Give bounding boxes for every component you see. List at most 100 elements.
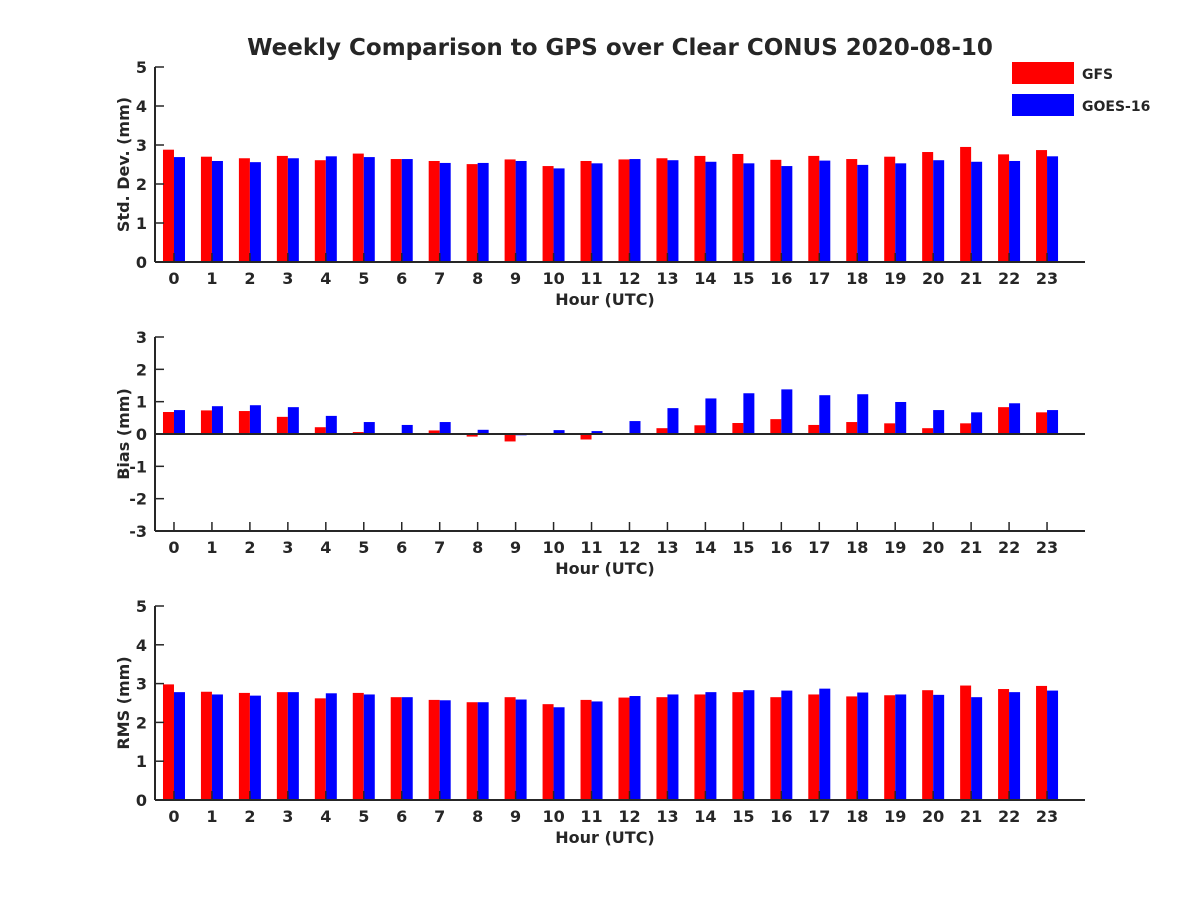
y-axis-label: Bias (mm): [114, 388, 133, 480]
bar-gfs-22: [998, 689, 1010, 800]
bar-gfs-8: [466, 164, 478, 262]
bar-goes-16-3: [287, 158, 299, 262]
y-tick-label: 3: [136, 328, 147, 347]
x-tick-label: 13: [656, 538, 678, 557]
bar-gfs-9: [504, 159, 516, 262]
x-axis-label: Hour (UTC): [555, 290, 655, 309]
bar-gfs-11: [580, 160, 592, 262]
x-tick-label: 21: [960, 807, 982, 826]
bar-goes-16-18: [857, 394, 869, 434]
x-tick-label: 4: [320, 538, 331, 557]
bar-goes-16-2: [249, 405, 261, 434]
bar-goes-16-20: [933, 410, 945, 434]
bar-goes-16-11: [591, 431, 603, 434]
x-tick-label: 22: [998, 807, 1020, 826]
y-tick-label: 0: [136, 791, 147, 810]
x-tick-label: 8: [472, 538, 483, 557]
bar-gfs-15: [732, 153, 744, 262]
legend-swatch-gfs: [1012, 62, 1074, 84]
legend-swatch-goes-16: [1012, 94, 1074, 116]
x-tick-label: 6: [396, 807, 407, 826]
y-tick-label: 3: [136, 136, 147, 155]
bar-goes-16-7: [439, 162, 451, 262]
x-tick-label: 15: [732, 538, 754, 557]
bar-gfs-23: [1036, 685, 1048, 800]
bar-gfs-1: [200, 410, 212, 434]
x-tick-label: 12: [618, 538, 640, 557]
x-tick-label: 2: [244, 269, 255, 288]
x-tick-label: 12: [618, 269, 640, 288]
bar-goes-16-13: [667, 408, 679, 434]
bar-gfs-22: [998, 154, 1010, 262]
bar-goes-16-20: [933, 694, 945, 800]
y-tick-label: 4: [136, 636, 147, 655]
x-tick-label: 9: [510, 538, 521, 557]
x-tick-label: 10: [542, 538, 564, 557]
bar-goes-16-15: [743, 163, 755, 262]
bar-goes-16-13: [667, 694, 679, 800]
bar-goes-16-8: [477, 429, 489, 434]
x-tick-label: 2: [244, 807, 255, 826]
x-tick-label: 13: [656, 807, 678, 826]
x-tick-label: 1: [206, 269, 217, 288]
y-axis-label: Std. Dev. (mm): [114, 97, 133, 232]
x-tick-label: 16: [770, 269, 792, 288]
bar-gfs-17: [808, 424, 820, 434]
bar-gfs-13: [656, 428, 668, 434]
bar-gfs-21: [960, 423, 972, 434]
y-tick-label: 2: [136, 360, 147, 379]
bar-goes-16-4: [325, 415, 337, 434]
x-tick-label: 14: [694, 807, 716, 826]
bar-gfs-1: [200, 691, 212, 800]
bar-gfs-2: [238, 692, 250, 800]
x-tick-label: 21: [960, 538, 982, 557]
bar-goes-16-18: [857, 164, 869, 262]
bar-goes-16-16: [781, 166, 793, 262]
x-tick-label: 14: [694, 269, 716, 288]
bar-gfs-4: [314, 160, 326, 262]
bar-goes-16-7: [439, 700, 451, 800]
bar-goes-16-23: [1047, 156, 1059, 262]
x-tick-label: 1: [206, 807, 217, 826]
bar-gfs-5: [352, 692, 364, 800]
chart-title: Weekly Comparison to GPS over Clear CONU…: [247, 35, 993, 61]
x-tick-label: 0: [168, 538, 179, 557]
bar-gfs-4: [314, 698, 326, 800]
x-tick-label: 23: [1036, 538, 1058, 557]
bar-gfs-17: [808, 694, 820, 800]
bar-gfs-19: [884, 156, 896, 262]
y-tick-label: 5: [136, 58, 147, 77]
bar-gfs-17: [808, 155, 820, 262]
x-tick-label: 4: [320, 269, 331, 288]
bar-gfs-14: [694, 425, 706, 434]
bar-gfs-20: [922, 690, 934, 800]
bar-goes-16-2: [249, 162, 261, 262]
x-tick-label: 20: [922, 538, 944, 557]
bar-goes-16-22: [1009, 160, 1021, 262]
bar-gfs-18: [846, 422, 858, 434]
bar-goes-16-6: [401, 159, 413, 262]
x-tick-label: 20: [922, 269, 944, 288]
x-tick-label: 6: [396, 269, 407, 288]
bar-gfs-18: [846, 159, 858, 262]
bar-goes-16-0: [173, 692, 185, 800]
bar-goes-16-16: [781, 690, 793, 800]
bar-goes-16-8: [477, 702, 489, 800]
bar-goes-16-10: [553, 430, 565, 434]
bar-gfs-11: [580, 699, 592, 800]
x-tick-label: 0: [168, 807, 179, 826]
bar-goes-16-5: [363, 157, 375, 262]
y-tick-label: 2: [136, 713, 147, 732]
x-tick-label: 16: [770, 807, 792, 826]
bar-gfs-23: [1036, 412, 1048, 434]
y-tick-label: -2: [129, 490, 147, 509]
bar-goes-16-4: [325, 693, 337, 800]
x-tick-label: 6: [396, 538, 407, 557]
bar-goes-16-21: [971, 697, 983, 800]
x-tick-label: 4: [320, 807, 331, 826]
x-tick-label: 3: [282, 269, 293, 288]
x-tick-label: 17: [808, 269, 830, 288]
